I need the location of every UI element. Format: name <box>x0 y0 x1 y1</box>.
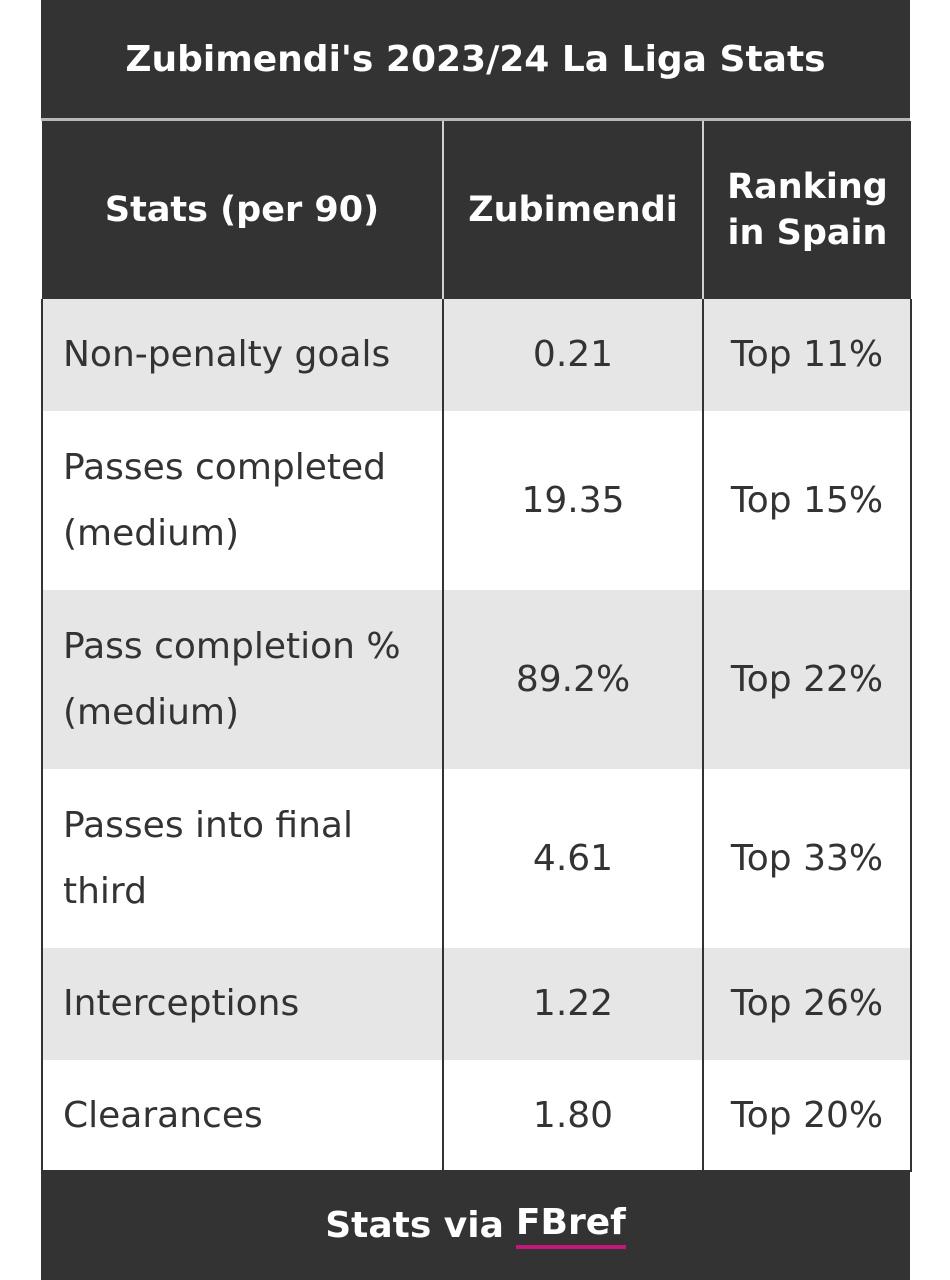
stat-value: 0.21 <box>442 299 704 411</box>
table-row: Clearances 1.80 Top 20% <box>41 1060 912 1172</box>
header-ranking: Ranking in Spain <box>703 121 911 299</box>
header-stats: Stats (per 90) <box>42 121 444 299</box>
stat-label: Pass completion % (medium) <box>41 590 444 769</box>
header-row: Stats (per 90) Zubimendi Ranking in Spain <box>42 121 911 299</box>
stat-label: Passes completed (medium) <box>41 411 444 590</box>
stat-value: 1.22 <box>442 948 704 1060</box>
source-footer: Stats via FBref <box>41 1170 910 1280</box>
table-row: Passes into final third 4.61 Top 33% <box>41 769 912 948</box>
stat-value: 4.61 <box>442 769 704 948</box>
stat-value: 1.80 <box>442 1060 704 1172</box>
stat-ranking: Top 15% <box>702 411 912 590</box>
stat-ranking: Top 26% <box>702 948 912 1060</box>
fbref-link[interactable]: FBref <box>515 1202 626 1249</box>
stat-label: Passes into final third <box>41 769 444 948</box>
table-row: Pass completion % (medium) 89.2% Top 22% <box>41 590 912 769</box>
stat-ranking: Top 22% <box>702 590 912 769</box>
table-row: Interceptions 1.22 Top 26% <box>41 948 912 1060</box>
stats-table: Stats (per 90) Zubimendi Ranking in Spain… <box>41 121 912 1172</box>
table-title: Zubimendi's 2023/24 La Liga Stats <box>41 0 910 121</box>
source-prefix: Stats via <box>325 1204 504 1246</box>
table-row: Non-penalty goals 0.21 Top 11% <box>41 299 912 411</box>
stat-ranking: Top 33% <box>702 769 912 948</box>
stat-ranking: Top 11% <box>702 299 912 411</box>
stat-value: 89.2% <box>442 590 704 769</box>
table-row: Passes completed (medium) 19.35 Top 15% <box>41 411 912 590</box>
stat-label: Clearances <box>41 1060 444 1172</box>
stat-label: Non-penalty goals <box>41 299 444 411</box>
stats-card: Zubimendi's 2023/24 La Liga Stats Stats … <box>41 0 912 1280</box>
stat-value: 19.35 <box>442 411 704 590</box>
stat-label: Interceptions <box>41 948 444 1060</box>
header-player: Zubimendi <box>443 121 704 299</box>
stat-ranking: Top 20% <box>702 1060 912 1172</box>
